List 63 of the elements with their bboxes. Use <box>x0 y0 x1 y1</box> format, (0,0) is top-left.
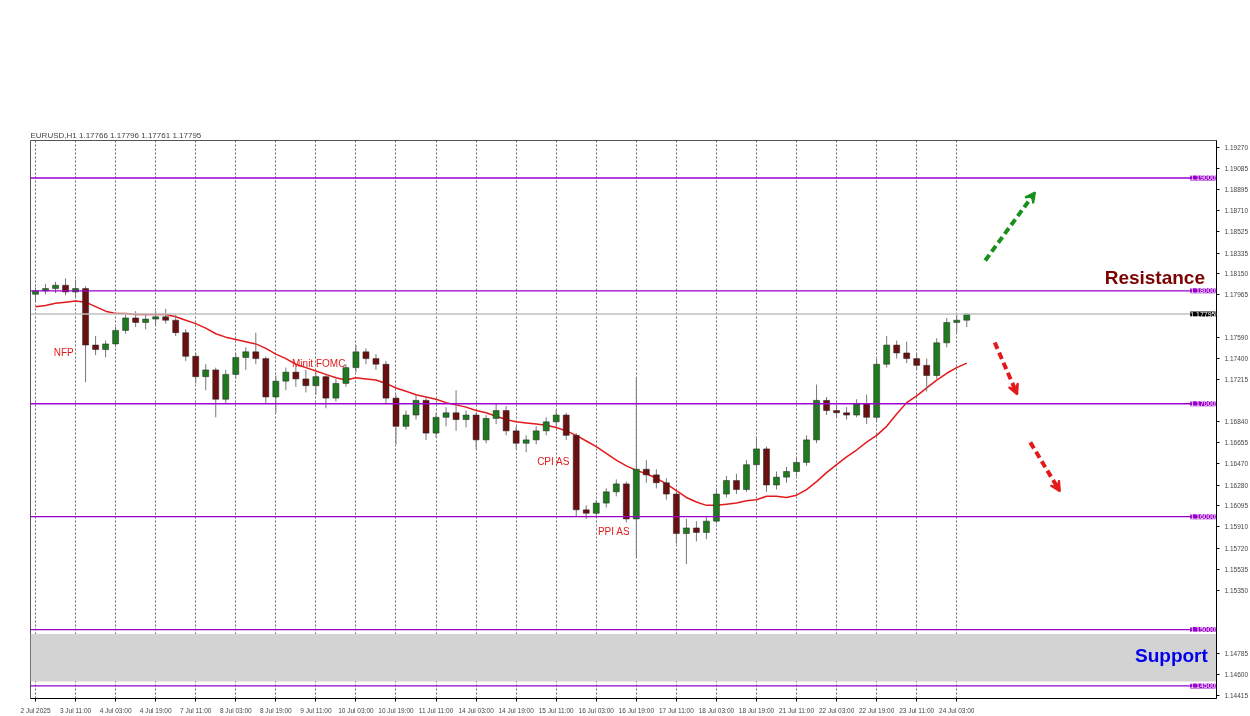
chart-title: EURUSD,H1 1.17766 1.17796 1.17761 1.17795 <box>30 130 202 140</box>
candlestick <box>863 394 870 425</box>
candlestick <box>372 353 380 371</box>
candlestick <box>512 425 520 450</box>
candlestick <box>793 457 800 477</box>
candlestick <box>242 346 250 371</box>
candlestick <box>172 314 179 337</box>
candlestick <box>703 516 710 540</box>
candlestick <box>893 340 900 360</box>
candlestick <box>653 468 660 489</box>
candlestick <box>663 477 670 501</box>
candlestick <box>452 389 460 432</box>
candlestick <box>562 412 570 441</box>
candlestick <box>122 312 129 335</box>
annotation: CPI AS <box>537 455 570 467</box>
candlestick <box>803 434 810 467</box>
annotation: PPI AS <box>597 525 630 537</box>
candlestick <box>462 410 470 428</box>
candlestick <box>823 396 830 416</box>
text: Support <box>1135 645 1209 667</box>
candlestick <box>482 414 490 444</box>
line-series <box>34 300 968 507</box>
annotation: Minit FOMC <box>292 358 346 370</box>
candlestick <box>192 352 199 384</box>
candlestick <box>92 335 99 356</box>
candlestick <box>312 371 320 396</box>
candlestick <box>923 358 930 392</box>
candlestick <box>502 405 510 436</box>
candlestick <box>252 332 260 365</box>
candlestick <box>723 475 730 498</box>
candlestick <box>442 406 450 427</box>
candlestick <box>532 425 540 445</box>
candlestick <box>362 347 370 365</box>
candlestick <box>292 366 300 388</box>
candlestick <box>182 328 189 362</box>
candlestick <box>693 520 700 542</box>
candlestick <box>542 416 550 436</box>
text: Resistance <box>1104 267 1205 289</box>
candlestick <box>352 344 360 373</box>
candlestick <box>943 317 950 348</box>
candlestick <box>412 394 420 421</box>
candlestick <box>112 326 119 348</box>
candlestick <box>733 473 740 495</box>
candlestick <box>232 352 240 380</box>
candlestick <box>402 410 410 431</box>
candlestick <box>202 363 209 391</box>
candlestick <box>432 412 440 439</box>
candlestick <box>883 335 890 369</box>
candlestick <box>282 367 290 391</box>
candlestick <box>953 314 960 334</box>
candlestick <box>683 518 690 565</box>
candlestick <box>603 487 610 509</box>
candlestick <box>492 403 500 425</box>
candlestick <box>332 378 340 402</box>
candlestick <box>272 375 280 414</box>
candlestick <box>903 341 910 364</box>
candlestick <box>322 373 330 409</box>
candlestick <box>643 459 650 484</box>
candlestick <box>753 435 760 472</box>
candlestick <box>773 470 780 491</box>
candlestick <box>853 398 860 418</box>
annotation: NFP <box>53 347 75 359</box>
candlestick <box>302 369 310 393</box>
